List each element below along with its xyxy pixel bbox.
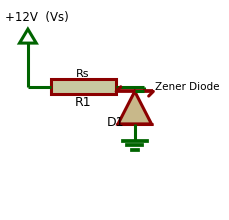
Text: +12V  (Vs): +12V (Vs) (5, 11, 68, 24)
Text: Zener Diode: Zener Diode (155, 82, 220, 92)
Text: D1: D1 (107, 116, 124, 129)
Polygon shape (118, 92, 151, 124)
FancyBboxPatch shape (51, 79, 116, 94)
Text: Rs: Rs (76, 70, 90, 79)
Text: R1: R1 (74, 96, 91, 109)
